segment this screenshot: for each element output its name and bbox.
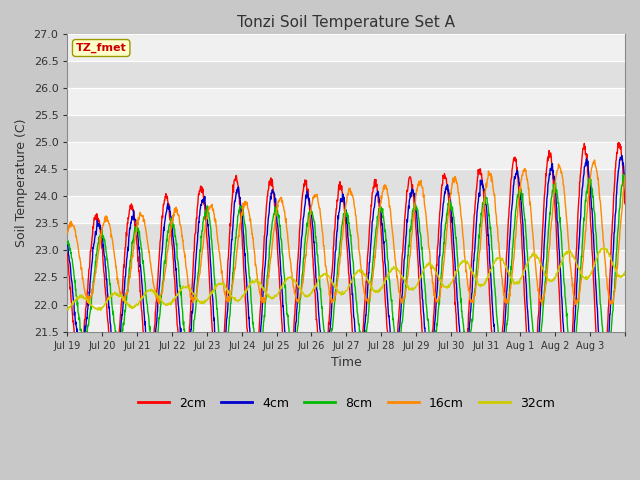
X-axis label: Time: Time [331, 356, 362, 369]
Bar [67, 223, 625, 251]
Title: Tonzi Soil Temperature Set A: Tonzi Soil Temperature Set A [237, 15, 455, 30]
Bar [67, 34, 625, 61]
Bar [67, 304, 625, 332]
Bar [67, 277, 625, 304]
Text: TZ_fmet: TZ_fmet [76, 43, 127, 53]
Bar [67, 61, 625, 88]
Bar [67, 88, 625, 115]
Bar [67, 251, 625, 277]
Bar [67, 142, 625, 169]
Bar [67, 196, 625, 223]
Bar [67, 169, 625, 196]
Y-axis label: Soil Temperature (C): Soil Temperature (C) [15, 119, 28, 247]
Bar [67, 115, 625, 142]
Legend: 2cm, 4cm, 8cm, 16cm, 32cm: 2cm, 4cm, 8cm, 16cm, 32cm [132, 392, 560, 415]
